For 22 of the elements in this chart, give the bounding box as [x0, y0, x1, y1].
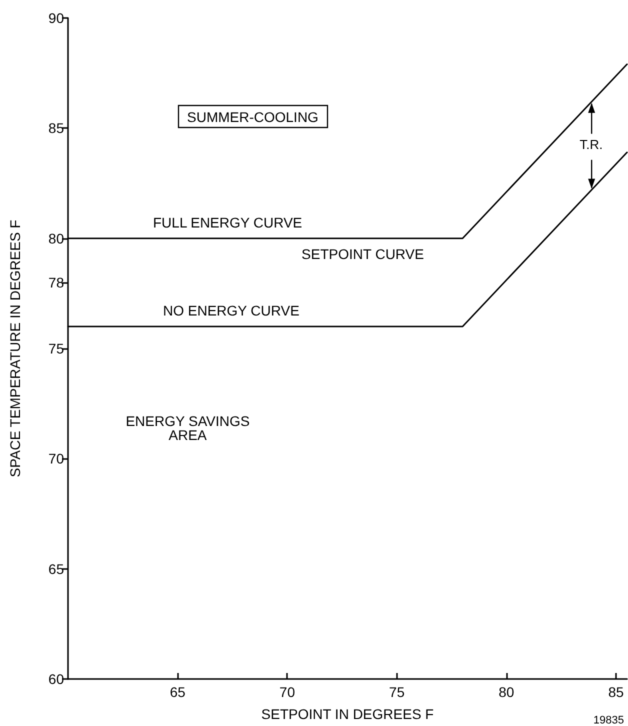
y-tick-label: 78: [48, 274, 64, 290]
x-axis-title: SETPOINT IN DEGREES F: [261, 706, 434, 722]
x-tick-label: 80: [498, 684, 514, 700]
x-tick-label: 85: [608, 684, 624, 700]
y-tick-label: 75: [48, 340, 64, 356]
text: SUMMER-COOLING: [187, 109, 318, 125]
y-tick-label: 90: [48, 10, 64, 26]
series-label: NO ENERGY CURVE: [163, 302, 300, 318]
y-tick-label: 60: [48, 671, 64, 687]
annotation: SETPOINT CURVE: [302, 246, 424, 262]
y-tick-label: 80: [48, 230, 64, 246]
y-tick-label: 70: [48, 450, 64, 467]
x-tick-label: 70: [279, 684, 296, 700]
annotation: ENERGY SAVINGS AREA: [126, 412, 250, 443]
x-tick-label: 75: [389, 684, 405, 700]
y-axis-title: SPACE TEMPERATURE IN DEGREES F: [7, 220, 23, 478]
y-tick-label: 85: [48, 120, 64, 136]
y-tick-label: 65: [48, 560, 64, 577]
annotation: T.R.: [580, 136, 603, 152]
series-label: FULL ENERGY CURVE: [153, 214, 302, 230]
text: 19835: [593, 714, 624, 726]
x-tick-label: 65: [170, 684, 186, 700]
